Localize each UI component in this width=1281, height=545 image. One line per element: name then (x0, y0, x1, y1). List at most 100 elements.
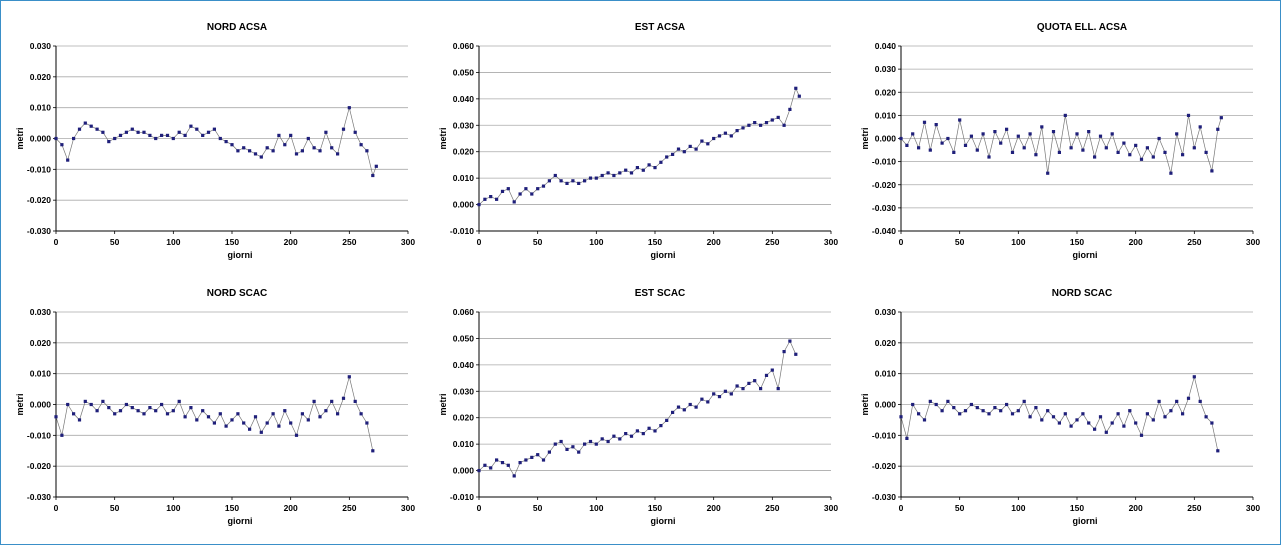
data-point (659, 160, 663, 164)
data-point (77, 418, 82, 422)
data-point (359, 412, 363, 416)
x-tick-label: 150 (648, 503, 662, 513)
x-tick-label: 0 (899, 237, 904, 247)
chart-panel-2: EST ACSA -0.010 0.000 0.010 0.020 0.030 0.040 0… (436, 17, 844, 279)
data-point (371, 449, 375, 453)
chart-nord-scac: NORD SCAC -0.030 -0.020 -0.010 0.000 0.010 0.0… (15, 288, 415, 526)
data-point (999, 141, 1003, 145)
x-tick-label: 50 (533, 503, 543, 513)
data-point (536, 453, 540, 457)
data-point (782, 123, 786, 127)
data-point (230, 418, 234, 422)
data-point (218, 136, 222, 141)
data-point (83, 399, 87, 403)
y-tick-label: 0.030 (875, 307, 897, 317)
data-point (1110, 132, 1114, 136)
y-axis-label: metri (15, 127, 25, 149)
data-point (899, 136, 903, 141)
data-point (1093, 427, 1097, 431)
data-point (230, 143, 234, 147)
data-point (952, 406, 956, 410)
data-point (506, 187, 510, 191)
x-tick-label: 50 (533, 237, 543, 247)
data-point (729, 392, 733, 396)
data-point (124, 130, 128, 134)
chart-title: QUOTA ELL. ACSA (1037, 22, 1127, 33)
data-point (1075, 418, 1079, 422)
data-point (712, 136, 716, 141)
data-point (600, 173, 604, 178)
data-point (717, 134, 722, 138)
data-point (635, 429, 639, 433)
series-line (55, 376, 374, 451)
data-point (489, 466, 493, 470)
data-point (571, 445, 575, 449)
data-point (1192, 375, 1196, 379)
data-point (253, 152, 258, 156)
chart-title: NORD ACSA (207, 22, 267, 33)
data-point (171, 136, 175, 141)
data-point (60, 143, 64, 147)
chart-quota-ell-acsa: QUOTA ELL. ACSA -0.040 -0.030 -0.020 -0.010 0… (860, 22, 1260, 260)
data-point (700, 139, 704, 143)
data-point (189, 406, 193, 410)
data-point (975, 148, 979, 152)
data-point (306, 418, 310, 422)
data-point (124, 402, 128, 407)
data-point (1210, 169, 1214, 173)
data-point (958, 118, 962, 122)
y-tick-label: 0.010 (30, 103, 52, 113)
x-tick-label: 250 (1187, 503, 1201, 513)
data-point (934, 123, 938, 127)
data-point (1151, 418, 1155, 422)
data-point (289, 133, 293, 137)
data-point (606, 171, 610, 175)
data-point (1075, 132, 1079, 136)
data-point (248, 427, 252, 431)
data-point (776, 115, 780, 119)
data-point (776, 387, 780, 391)
data-point (682, 150, 686, 154)
chart-panel-3: QUOTA ELL. ACSA -0.040 -0.030 -0.020 -0.010 0… (858, 17, 1266, 279)
y-tick-label: -0.020 (872, 461, 896, 471)
y-tick-label: 0.000 (30, 134, 52, 144)
data-point (1151, 155, 1155, 159)
data-point (1104, 430, 1108, 434)
x-axis-label: giorni (228, 250, 253, 260)
data-point (60, 433, 64, 437)
data-point (54, 415, 58, 419)
x-tick-label: 300 (824, 237, 838, 247)
data-point (524, 187, 528, 191)
data-point (512, 200, 516, 204)
data-point (330, 146, 334, 150)
x-tick-label: 0 (54, 503, 59, 513)
data-point (374, 164, 378, 168)
data-point (559, 179, 563, 183)
data-point (741, 126, 745, 130)
x-tick-label: 250 (1187, 237, 1201, 247)
data-point (905, 436, 909, 440)
data-point (259, 430, 263, 434)
data-point (782, 350, 786, 354)
data-point (969, 402, 973, 407)
data-point (759, 123, 763, 127)
data-point (107, 406, 111, 410)
x-tick-label: 100 (1011, 503, 1025, 513)
data-point (899, 415, 903, 419)
data-point (189, 124, 193, 128)
data-point (565, 447, 569, 451)
data-point (1122, 424, 1126, 428)
data-point (518, 192, 522, 196)
data-point (797, 94, 801, 98)
y-tick-label: 0.010 (875, 369, 897, 379)
data-point (594, 442, 598, 446)
data-point (160, 402, 164, 407)
x-tick-label: 100 (1011, 237, 1025, 247)
x-tick-label: 300 (824, 503, 838, 513)
x-axis-label: giorni (228, 516, 253, 526)
data-point (1028, 415, 1032, 419)
y-tick-label: 0.000 (453, 200, 475, 210)
data-point (1169, 409, 1173, 413)
series-line (55, 107, 377, 177)
